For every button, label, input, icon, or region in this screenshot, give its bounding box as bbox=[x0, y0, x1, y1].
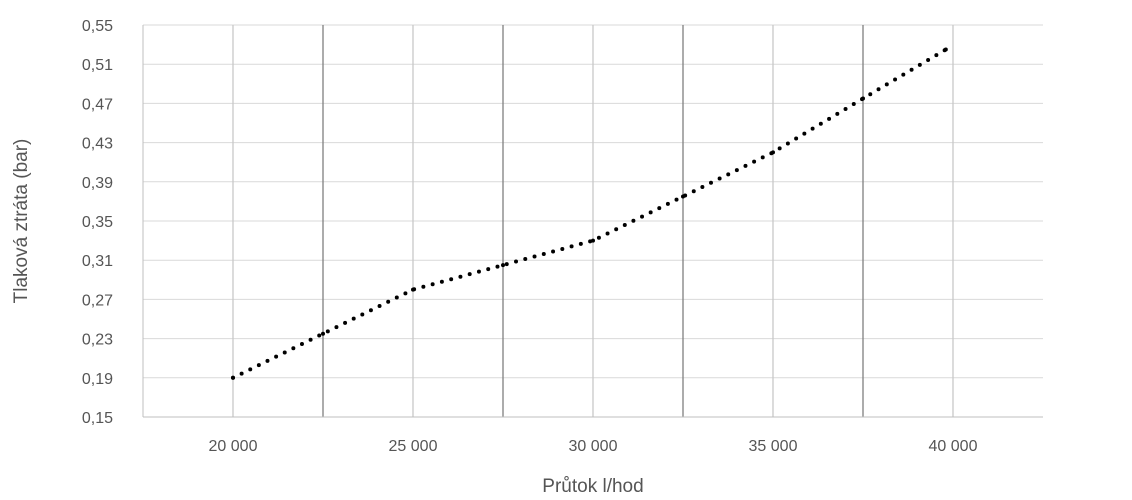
x-tick-label: 25 000 bbox=[389, 438, 438, 455]
data-point bbox=[943, 47, 948, 52]
y-tick-label: 0,55 bbox=[82, 18, 113, 35]
x-tick-label: 35 000 bbox=[749, 438, 798, 455]
data-point bbox=[771, 150, 775, 155]
series-line bbox=[231, 47, 948, 380]
data-point bbox=[411, 287, 415, 292]
data-point bbox=[321, 331, 325, 336]
y-axis-tick-labels: 0,15 0,19 0,23 0,27 0,31 0,35 0,39 0,43 0,47 0,51… bbox=[82, 18, 113, 427]
y-tick-label: 0,27 bbox=[82, 292, 113, 309]
y-tick-label: 0,51 bbox=[82, 57, 113, 74]
data-point bbox=[681, 194, 685, 199]
data-point bbox=[861, 96, 865, 101]
x-axis-title: Průtok l/hod bbox=[542, 476, 643, 497]
y-tick-label: 0,43 bbox=[82, 136, 113, 153]
y-tick-label: 0,23 bbox=[82, 332, 113, 349]
data-point bbox=[591, 238, 595, 243]
y-tick-label: 0,31 bbox=[82, 253, 113, 270]
x-tick-label: 40 000 bbox=[929, 438, 978, 455]
y-tick-label: 0,19 bbox=[82, 371, 113, 388]
x-tick-label: 20 000 bbox=[209, 438, 258, 455]
data-point bbox=[231, 375, 235, 380]
y-tick-label: 0,47 bbox=[82, 96, 113, 113]
y-tick-label: 0,39 bbox=[82, 175, 113, 192]
y-tick-label: 0,15 bbox=[82, 410, 113, 427]
data-point bbox=[501, 263, 505, 268]
x-tick-label: 30 000 bbox=[569, 438, 618, 455]
series bbox=[231, 47, 948, 380]
axes bbox=[142, 25, 1043, 418]
y-tick-label: 0,35 bbox=[82, 214, 113, 231]
x-axis-tick-labels: 20 000 25 000 30 000 35 000 40 000 bbox=[209, 438, 978, 455]
y-axis-title: Tlaková ztráta (bar) bbox=[11, 139, 32, 304]
grid bbox=[143, 24, 1043, 417]
